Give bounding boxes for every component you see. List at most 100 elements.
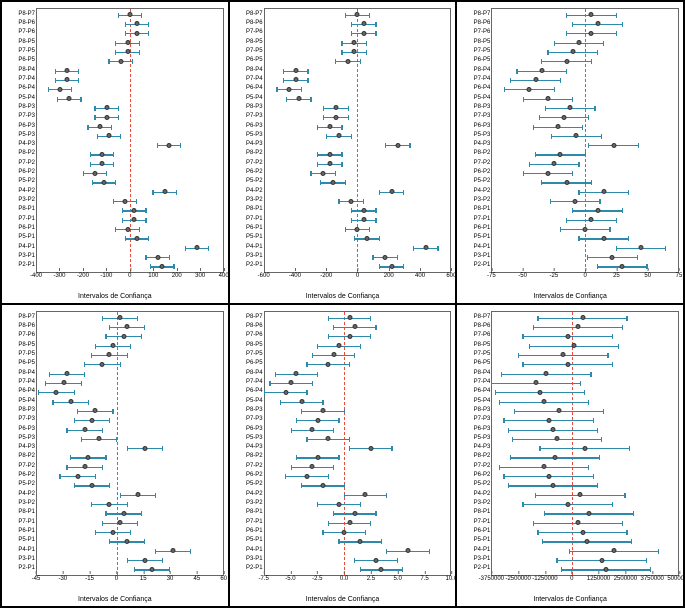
whisker-cap	[90, 162, 91, 167]
ci-row: P7-P4	[492, 80, 678, 81]
point-marker	[305, 474, 310, 479]
whisker-cap	[624, 493, 625, 498]
point-marker	[355, 227, 360, 232]
point-marker	[361, 217, 366, 222]
whisker-cap	[141, 511, 142, 516]
point-marker	[347, 334, 352, 339]
whisker-cap	[310, 97, 311, 102]
x-tick: 25	[613, 273, 620, 279]
y-label: P4-P1	[474, 244, 493, 250]
ci-row: P5-P2	[265, 485, 451, 486]
whisker-cap	[180, 143, 181, 148]
point-marker	[576, 40, 581, 45]
point-marker	[574, 133, 579, 138]
whisker-cap	[109, 418, 110, 423]
whisker-cap	[375, 22, 376, 27]
y-label: P6-P2	[246, 169, 265, 175]
whisker-cap	[578, 236, 579, 241]
point-marker	[555, 124, 560, 129]
x-tick: -15	[85, 576, 94, 582]
y-label: P7-P1	[246, 519, 265, 525]
x-tick: -5.0	[285, 576, 295, 582]
x-tick: -1250000	[532, 576, 557, 582]
whisker-cap	[280, 400, 281, 405]
whisker-cap	[379, 190, 380, 195]
x-tick: -2500000	[505, 576, 530, 582]
whisker-cap	[125, 22, 126, 27]
point-marker	[539, 68, 544, 73]
whisker-cap	[338, 199, 339, 204]
y-label: P8-P5	[474, 39, 493, 45]
whisker-cap	[81, 437, 82, 442]
plot-area: P8-P7P8-P6P7-P6P8-P5P7-P5P6-P5P8-P4P7-P4…	[36, 8, 224, 273]
y-label: P5-P1	[474, 234, 493, 240]
x-axis: -7.5-5.0-2.50.02.55.07.510.0	[264, 576, 452, 588]
point-marker	[167, 143, 172, 148]
whisker-cap	[622, 521, 623, 526]
whisker-cap	[365, 530, 366, 535]
point-marker	[405, 548, 410, 553]
whisker-cap	[566, 31, 567, 36]
y-label: P7-P6	[246, 332, 265, 338]
point-marker	[160, 264, 165, 269]
whisker-cap	[326, 134, 327, 139]
whisker-cap	[120, 493, 121, 498]
ci-row: P6-P5	[37, 61, 223, 62]
whisker-cap	[533, 125, 534, 130]
ci-row: P8-P7	[265, 318, 451, 319]
whisker-cap	[518, 353, 519, 358]
whisker-cap	[113, 162, 114, 167]
ci-row: P8-P6	[492, 24, 678, 25]
whisker-cap	[335, 59, 336, 64]
x-axis: -75-50-250255075	[491, 273, 679, 285]
x-axis-title: Intervalos de Confiança	[306, 596, 380, 603]
ci-row: P6-P1	[492, 532, 678, 533]
ci-row: P3-P2	[37, 504, 223, 505]
y-label: P3-P2	[246, 197, 265, 203]
point-marker	[171, 548, 176, 553]
ci-row: P6-P1	[37, 229, 223, 230]
whisker-cap	[572, 171, 573, 176]
point-marker	[142, 446, 147, 451]
point-marker	[395, 143, 400, 148]
whisker-cap	[70, 455, 71, 460]
ci-row: P7-P3	[37, 420, 223, 421]
point-marker	[355, 12, 360, 17]
y-label: P4-P1	[18, 547, 37, 553]
whisker-cap	[328, 521, 329, 526]
y-label: P7-P5	[474, 351, 493, 357]
ci-row: P7-P1	[265, 523, 451, 524]
point-marker	[289, 380, 294, 385]
point-marker	[601, 189, 606, 194]
y-label: P4-P2	[474, 491, 493, 497]
y-label: P3-P1	[246, 556, 265, 562]
y-label: P7-P3	[474, 416, 493, 422]
whisker-cap	[176, 190, 177, 195]
x-tick: 3750000	[641, 576, 664, 582]
whisker-cap	[109, 539, 110, 544]
whisker-cap	[578, 162, 579, 167]
x-tick: 50	[644, 273, 651, 279]
whisker-cap	[529, 162, 530, 167]
whisker-cap	[601, 437, 602, 442]
point-marker	[346, 59, 351, 64]
ci-row: P5-P1	[265, 541, 451, 542]
y-label: P6-P1	[246, 528, 265, 534]
y-label: P2-P1	[246, 565, 265, 571]
ci-row: P3-P2	[265, 504, 451, 505]
point-marker	[527, 87, 532, 92]
y-label: P8-P7	[474, 314, 493, 320]
point-marker	[68, 399, 73, 404]
y-label: P6-P3	[18, 426, 37, 432]
whisker-cap	[599, 199, 600, 204]
point-marker	[361, 208, 366, 213]
whisker-cap	[115, 50, 116, 55]
whisker-cap	[566, 218, 567, 223]
whisker-cap	[510, 455, 511, 460]
x-axis: -3750000-2500000-12500000125000025000003…	[491, 576, 679, 588]
panel-b: (b)P8-P7P8-P6P7-P6P8-P5P7-P5P6-P5P8-P4P7…	[229, 1, 457, 304]
ci-row: P5-P1	[492, 541, 678, 542]
x-tick: 600	[446, 273, 456, 279]
point-marker	[358, 539, 363, 544]
ci-row: P7-P4	[37, 80, 223, 81]
